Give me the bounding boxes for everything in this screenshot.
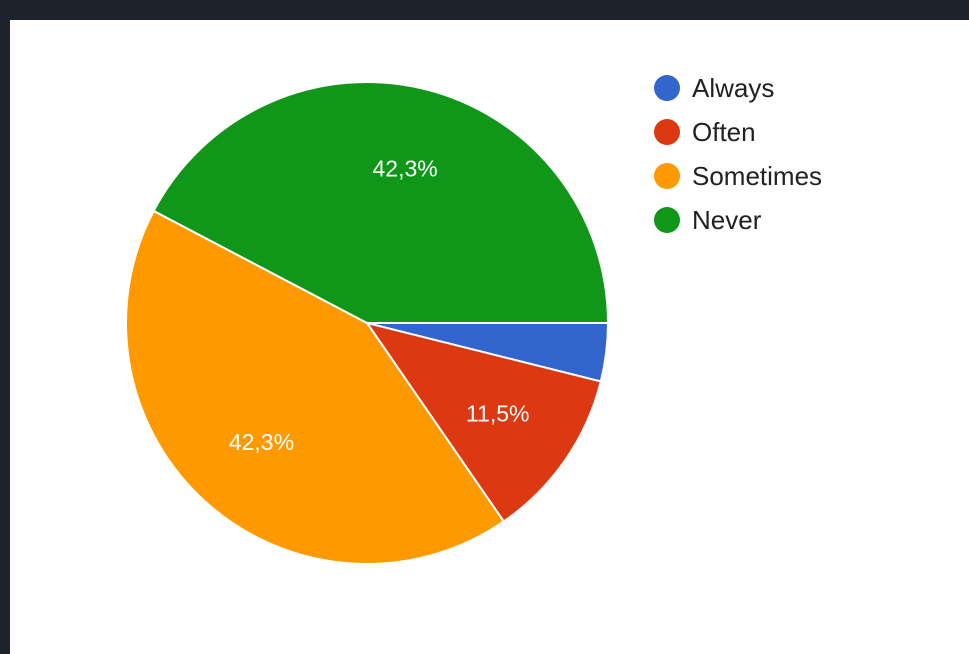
legend-item-always[interactable]: Always [654,73,774,103]
slice-label-often: 11,5% [466,401,530,427]
pie-slice-never[interactable] [152,81,610,324]
legend-swatch-often [654,119,680,145]
legend-label-sometimes: Sometimes [692,161,822,191]
legend-swatch-never [654,207,680,233]
pie-slice-sometimes[interactable] [125,209,506,565]
slice-label-sometimes: 42,3% [229,429,294,455]
legend-swatch-sometimes [654,163,680,189]
slice-label-never: 42,3% [372,156,437,182]
legend-label-always: Always [692,73,774,103]
legend-item-sometimes[interactable]: Sometimes [654,161,822,191]
pie-slice-labels: 11,5% 42,3% 42,3% [229,156,530,455]
legend-item-never[interactable]: Never [654,205,762,235]
legend-item-often[interactable]: Often [654,117,756,147]
legend-label-never: Never [692,205,762,235]
pie-slices [125,81,610,565]
legend-swatch-always [654,75,680,101]
legend-label-often: Often [692,117,756,147]
legend: Always Often Sometimes Never [654,73,822,235]
pie-slice-often[interactable] [364,321,603,523]
